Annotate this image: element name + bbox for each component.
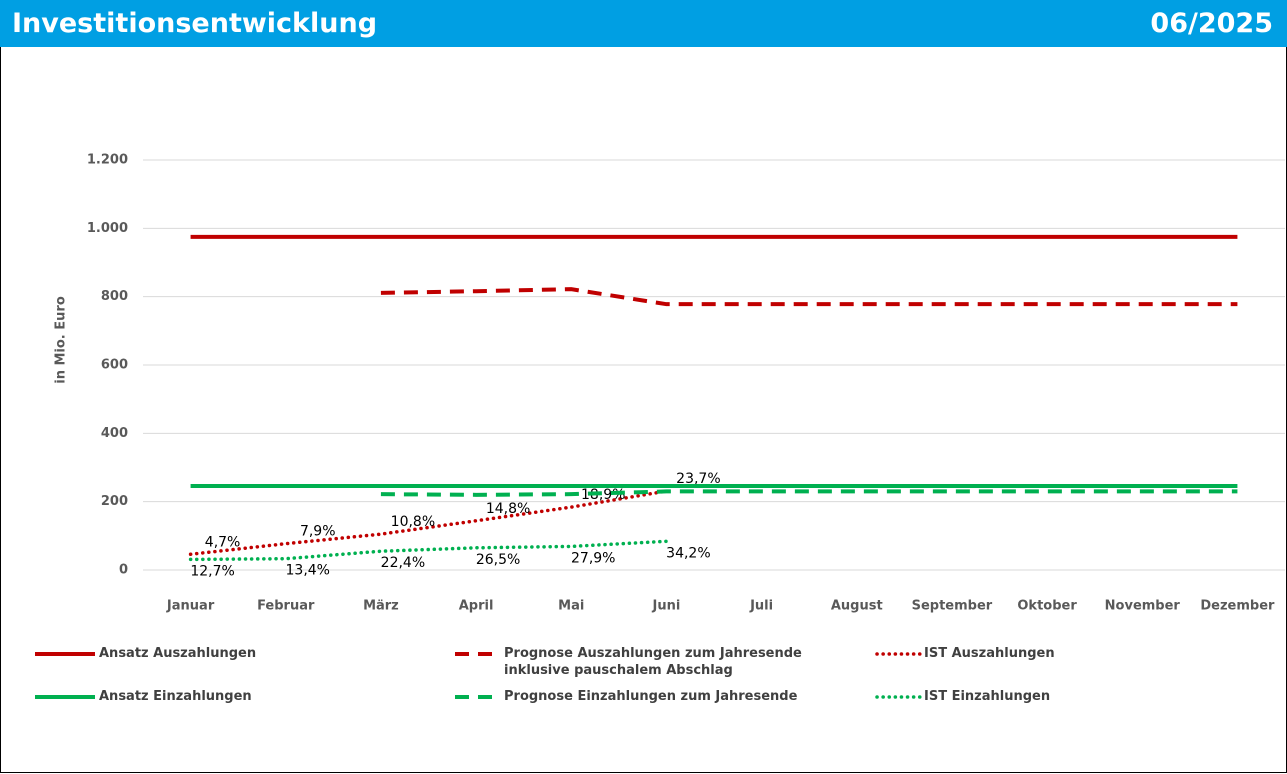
y-axis-label: in Mio. Euro [54,296,69,384]
legend-label: IST Auszahlungen [924,646,1055,661]
x-tick-label: November [1105,599,1181,614]
y-tick-label: 1.200 [87,153,128,168]
title: Investitionsentwicklung [12,8,378,39]
legend-label: Prognose Auszahlungen zum Jahresende ink… [504,646,802,678]
series-line [380,287,1238,307]
y-tick-label: 800 [101,289,128,304]
series-line [188,489,669,557]
x-tick-label: Januar [166,599,215,614]
legend-label: Ansatz Auszahlungen [99,646,257,661]
header: Investitionsentwicklung 06/2025 [0,0,1287,47]
data-label: 10,8% [391,514,435,530]
x-tick-label: Mai [558,599,584,614]
data-label: 4,7% [205,534,241,550]
x-tick-label: Juni [652,599,681,614]
data-label: 7,9% [300,524,336,540]
x-tick-label: Oktober [1017,599,1077,614]
series-line [380,489,1238,497]
x-tick-label: März [363,599,399,614]
data-label: 23,7% [676,471,720,487]
legend-label: Prognose Einzahlungen zum Jahresende [504,689,798,704]
data-label: 14,8% [486,501,530,517]
x-tick-label: September [912,599,993,614]
legend-label: IST Einzahlungen [924,689,1051,704]
x-tick-label: Juli [749,599,773,614]
series-line [188,539,669,562]
data-label: 13,4% [286,563,330,579]
y-tick-label: 200 [101,494,128,509]
data-label: 27,9% [571,550,615,566]
data-label: 26,5% [476,552,520,568]
data-label: 12,7% [190,563,234,579]
data-label: 22,4% [381,555,425,571]
y-tick-label: 1.000 [87,221,128,236]
x-tick-label: April [459,599,494,614]
x-tick-label: Februar [257,599,315,614]
data-label: 18,9% [581,487,625,503]
date: 06/2025 [1150,8,1273,39]
y-tick-label: 0 [119,563,128,578]
y-tick-label: 400 [101,426,128,441]
x-tick-label: August [831,599,883,614]
legend-label: Ansatz Einzahlungen [99,689,252,704]
data-label: 34,2% [666,545,710,561]
y-tick-label: 600 [101,358,128,373]
x-tick-label: Dezember [1200,599,1275,614]
